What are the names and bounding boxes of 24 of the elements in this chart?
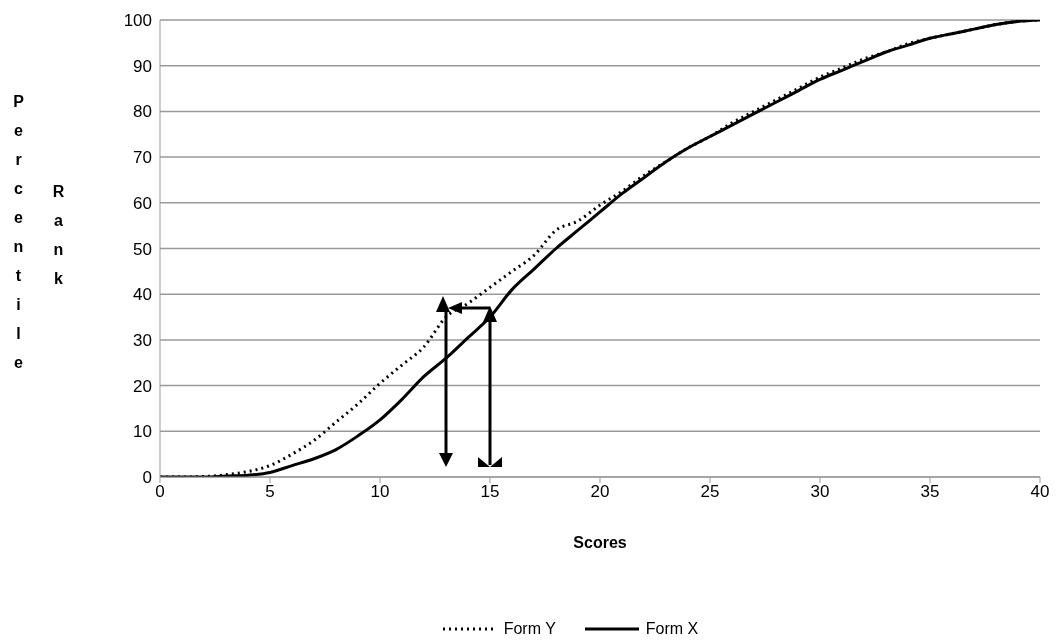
text: Percentile Rank [10, 92, 67, 383]
y-tick-label: 70 [133, 148, 152, 168]
y-tick-label: 30 [133, 330, 152, 350]
x-tick-label: 35 [920, 482, 940, 502]
legend-label: Form X [645, 620, 699, 638]
x-tick-label: 30 [810, 482, 830, 502]
y-tick-label: 0 [142, 468, 152, 488]
y-tick-label: 10 [133, 422, 152, 442]
x-tick-label: 10 [370, 482, 390, 502]
x-tick-label: 40 [1030, 482, 1050, 502]
y-tick-label: 50 [133, 239, 152, 259]
x-tick-label: 25 [700, 482, 720, 502]
y-tick-label: 20 [133, 376, 152, 396]
x-axis-title: Scores [573, 534, 627, 551]
x-tick-label: 0 [155, 482, 165, 502]
y-tick-label: 80 [133, 102, 152, 122]
y-tick-label: 60 [133, 193, 152, 213]
x-tick-label: 5 [265, 482, 275, 502]
x-tick-label: 20 [590, 482, 610, 502]
legend-label: Form Y [503, 620, 556, 638]
x-tick-label: 15 [480, 482, 500, 502]
y-tick-label: 90 [133, 56, 152, 76]
y-tick-label: 40 [133, 285, 152, 305]
y-tick-label: 100 [123, 11, 152, 31]
